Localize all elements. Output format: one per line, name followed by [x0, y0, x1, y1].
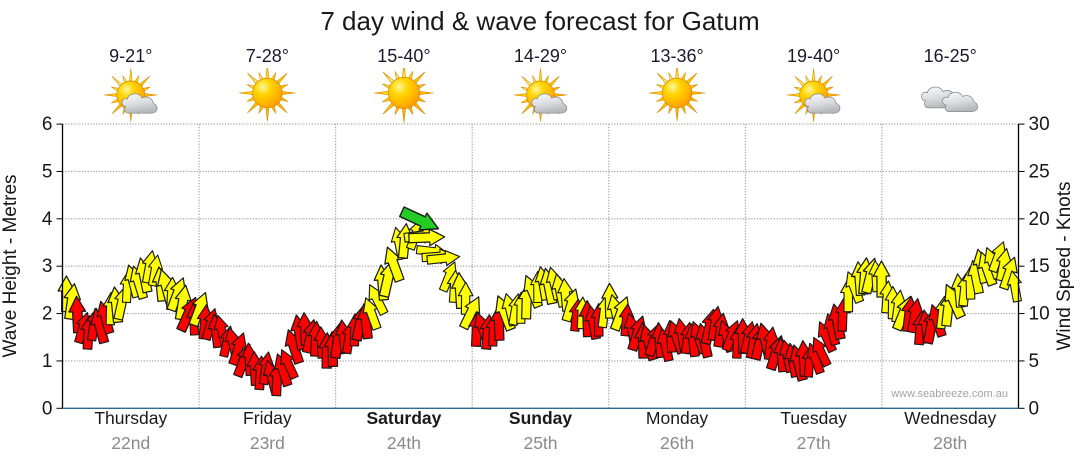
svg-text:24th: 24th: [387, 433, 421, 453]
svg-text:23rd: 23rd: [250, 433, 285, 453]
svg-text:27th: 27th: [797, 433, 831, 453]
svg-text:Tuesday: Tuesday: [780, 408, 847, 428]
svg-text:22nd: 22nd: [111, 433, 150, 453]
svg-text:Friday: Friday: [243, 408, 292, 428]
svg-text:Sunday: Sunday: [509, 408, 572, 428]
svg-text:25th: 25th: [523, 433, 557, 453]
svg-text:26th: 26th: [660, 433, 694, 453]
svg-text:Wednesday: Wednesday: [904, 408, 996, 428]
svg-text:Thursday: Thursday: [94, 408, 167, 428]
svg-text:Monday: Monday: [646, 408, 709, 428]
svg-text:28th: 28th: [933, 433, 967, 453]
svg-text:Saturday: Saturday: [366, 408, 441, 428]
